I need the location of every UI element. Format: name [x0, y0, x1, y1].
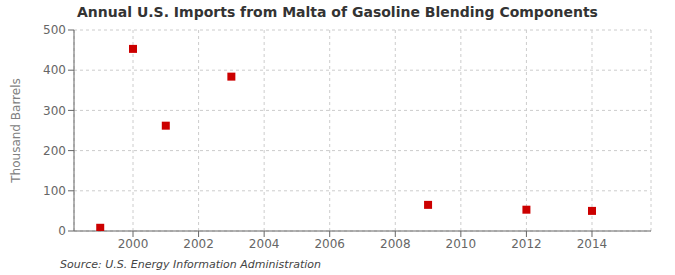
svg-text:2002: 2002: [183, 237, 214, 251]
html-text:Annual U.S. Imports from Malta: Annual U.S. Imports from Malta of Gasoli…: [77, 4, 598, 20]
svg-text:200: 200: [43, 144, 66, 158]
html-text:Source: U.S. Energy Informatio: Source: U.S. Energy Information Administ…: [60, 258, 321, 271]
svg-text:2012: 2012: [511, 237, 542, 251]
svg-text:2006: 2006: [314, 237, 345, 251]
svg-text:0: 0: [58, 224, 66, 238]
svg-text:500: 500: [43, 24, 66, 37]
svg-text:400: 400: [43, 63, 66, 77]
svg-text:300: 300: [43, 104, 66, 118]
svg-text:2010: 2010: [446, 237, 477, 251]
svg-text:2008: 2008: [380, 237, 411, 251]
svg-text:2004: 2004: [249, 237, 280, 251]
svg-text:2000: 2000: [118, 237, 149, 251]
svg-text:100: 100: [43, 184, 66, 198]
svg-text:Thousand Barrels: Thousand Barrels: [9, 78, 23, 183]
svg-text:2014: 2014: [577, 237, 608, 251]
